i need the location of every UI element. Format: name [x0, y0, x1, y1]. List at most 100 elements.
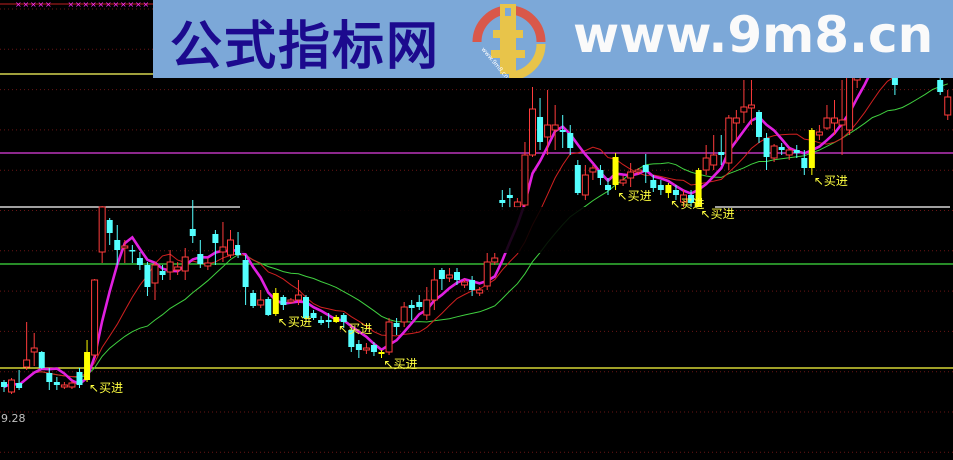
marker-x-icon: × — [68, 0, 75, 9]
down-candle — [657, 185, 664, 190]
down-candle — [597, 170, 604, 178]
down-candle — [250, 293, 257, 306]
up-candle — [423, 299, 431, 316]
down-candle — [46, 373, 53, 382]
down-candle — [16, 383, 23, 388]
down-candle — [106, 220, 113, 233]
up-candle — [551, 124, 559, 131]
up-candle — [174, 266, 182, 271]
up-candle — [257, 299, 265, 306]
ma20-line — [3, 83, 948, 388]
down-candle — [129, 250, 136, 252]
buy-signal-label: ↖买进 — [278, 315, 312, 329]
buy-signal-label: ↖买进 — [701, 207, 735, 221]
down-candle — [325, 320, 332, 322]
down-candle — [605, 185, 611, 190]
up-candle — [944, 96, 952, 116]
up-candle — [227, 239, 234, 256]
up-candle — [68, 382, 76, 388]
up-candle — [294, 294, 302, 301]
marker-x-icon: × — [128, 0, 135, 9]
marker-x-icon: × — [45, 0, 52, 9]
down-candle — [469, 280, 476, 290]
occluding-band — [240, 207, 715, 253]
up-candle — [483, 261, 491, 287]
down-candle — [53, 382, 60, 385]
down-candle — [318, 320, 325, 323]
down-candle — [793, 150, 800, 153]
up-candle — [770, 145, 778, 159]
ma5-line — [3, 48, 949, 389]
signal-candle — [333, 317, 340, 322]
down-candle — [235, 245, 242, 255]
up-candle — [166, 261, 174, 273]
down-candle — [370, 345, 377, 352]
buy-signal-label: ↖买进 — [384, 357, 418, 371]
ma10-line — [3, 55, 949, 388]
signal-candle — [695, 170, 702, 207]
down-candle — [756, 112, 762, 137]
down-candle — [340, 315, 347, 322]
down-candle — [642, 165, 649, 172]
buy-signal-label: ↖买进 — [814, 174, 848, 188]
down-candle — [688, 195, 695, 203]
down-candle — [355, 344, 362, 350]
price-label: 9.28 — [1, 412, 26, 425]
up-candle — [680, 194, 687, 203]
down-candle — [778, 147, 785, 150]
marker-x-icon: × — [105, 0, 112, 9]
up-candle — [732, 117, 740, 124]
down-candle — [559, 130, 566, 132]
down-candle — [136, 258, 143, 265]
down-candle — [1, 382, 7, 387]
down-candle — [189, 229, 196, 236]
up-candle — [544, 124, 552, 138]
up-candle — [121, 245, 129, 249]
up-candle — [491, 257, 499, 263]
down-candle — [197, 254, 204, 264]
up-candle — [60, 384, 68, 388]
up-candle — [627, 171, 635, 179]
signal-candle — [272, 293, 279, 314]
up-candle — [581, 174, 589, 196]
up-candle — [430, 279, 438, 301]
up-candle — [747, 104, 755, 109]
up-candle — [30, 347, 38, 353]
down-candle — [38, 352, 45, 368]
up-candle — [529, 108, 536, 156]
up-candle — [98, 206, 106, 253]
marker-x-icon: × — [75, 0, 82, 9]
down-candle — [506, 195, 513, 198]
down-candle — [212, 234, 219, 243]
up-candle — [619, 179, 627, 184]
marker-x-icon: × — [30, 0, 37, 9]
marker-x-icon: × — [83, 0, 90, 9]
marker-x-icon: × — [15, 0, 22, 9]
down-candle — [114, 240, 121, 250]
up-candle — [91, 279, 99, 356]
up-candle — [785, 149, 793, 156]
down-candle — [567, 133, 574, 148]
up-candle — [589, 167, 597, 173]
up-candle — [362, 347, 370, 351]
buy-signal-label: ↖买进 — [670, 197, 704, 211]
down-candle — [76, 372, 83, 385]
signal-candle — [808, 130, 815, 168]
signal-candle — [84, 352, 91, 380]
down-candle — [408, 305, 415, 308]
down-candle — [801, 158, 808, 168]
up-candle — [476, 289, 484, 294]
down-candle — [242, 260, 249, 287]
up-candle — [204, 262, 212, 267]
marker-x-icon: × — [143, 0, 150, 9]
up-candle — [725, 117, 733, 164]
up-candle — [634, 169, 642, 173]
down-candle — [438, 270, 445, 279]
marker-x-icon: × — [113, 0, 120, 9]
down-candle — [499, 200, 506, 203]
down-candle — [937, 80, 944, 92]
buy-signal-label: ↖买进 — [618, 189, 652, 203]
down-candle — [144, 265, 151, 287]
up-candle — [445, 274, 453, 279]
down-candle — [348, 330, 355, 347]
